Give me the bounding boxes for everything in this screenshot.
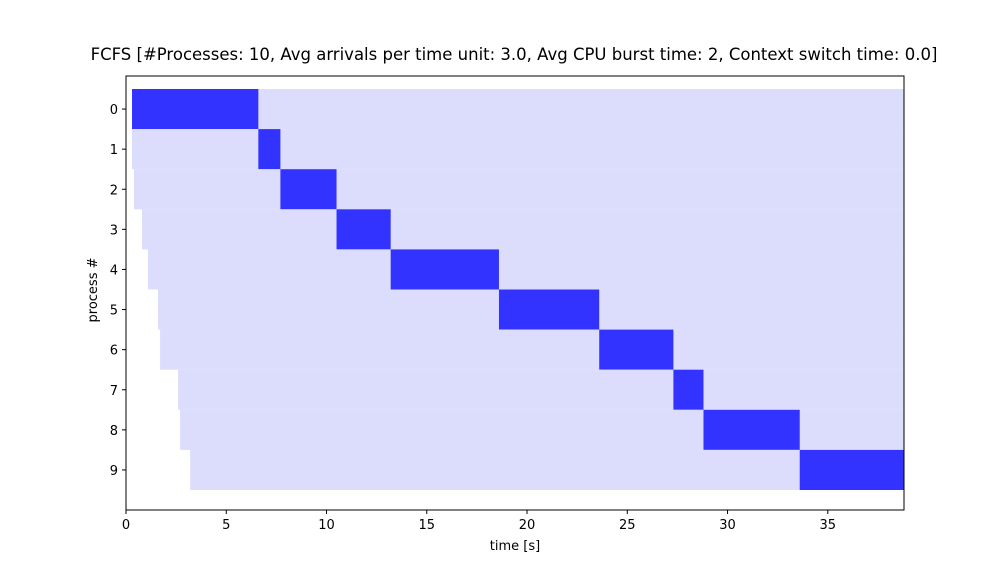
- y-axis-ticks: 0 1 2 3 4 5 6 7 8 9: [110, 103, 126, 479]
- x-tick-label: 5: [222, 518, 230, 533]
- process-7-running-bar: [673, 369, 704, 410]
- x-tick-label: 25: [619, 518, 636, 533]
- process-1-running-bar: [258, 129, 281, 170]
- process-4-waiting-bar: [148, 249, 904, 290]
- x-tick-label: 10: [318, 518, 335, 533]
- plot-frame: [125, 75, 905, 511]
- y-tick-label: 8: [110, 424, 118, 439]
- y-tick-label: 1: [110, 143, 118, 158]
- process-5-running-bar: [498, 289, 600, 330]
- process-9-running-bar: [799, 449, 904, 490]
- x-tick-label: 35: [820, 518, 837, 533]
- x-tick-label: 20: [519, 518, 536, 533]
- y-tick-label: 6: [110, 344, 118, 359]
- x-tick-label: 0: [122, 518, 130, 533]
- y-axis-label: process #: [86, 258, 101, 323]
- process-6-running-bar: [599, 329, 674, 370]
- process-6-waiting-bar: [160, 329, 904, 370]
- y-tick-label: 4: [110, 263, 118, 278]
- process-3-running-bar: [336, 209, 391, 250]
- process-1-waiting-bar: [132, 129, 905, 170]
- y-tick-label: 3: [110, 223, 118, 238]
- y-tick-label: 7: [110, 384, 118, 399]
- process-0-waiting-bar: [132, 89, 905, 130]
- x-axis-ticks: 0 5 10 15 20 25 30 35: [122, 510, 836, 533]
- process-0-running-bar: [132, 89, 259, 130]
- process-7-waiting-bar: [178, 369, 904, 410]
- x-tick-label: 30: [719, 518, 736, 533]
- y-tick-label: 9: [110, 464, 118, 479]
- process-4-running-bar: [390, 249, 499, 290]
- y-tick-label: 0: [110, 103, 118, 118]
- chart-title: FCFS [#Processes: 10, Avg arrivals per t…: [91, 45, 938, 64]
- process-3-waiting-bar: [142, 209, 904, 250]
- y-tick-label: 5: [110, 304, 118, 319]
- bars-layer: [132, 89, 905, 490]
- process-2-waiting-bar: [134, 169, 904, 210]
- process-8-running-bar: [703, 409, 800, 450]
- x-axis-label: time [s]: [490, 539, 540, 554]
- y-tick-label: 2: [110, 183, 118, 198]
- x-tick-label: 15: [418, 518, 435, 533]
- process-9-waiting-bar: [190, 449, 905, 490]
- process-2-running-bar: [280, 169, 337, 210]
